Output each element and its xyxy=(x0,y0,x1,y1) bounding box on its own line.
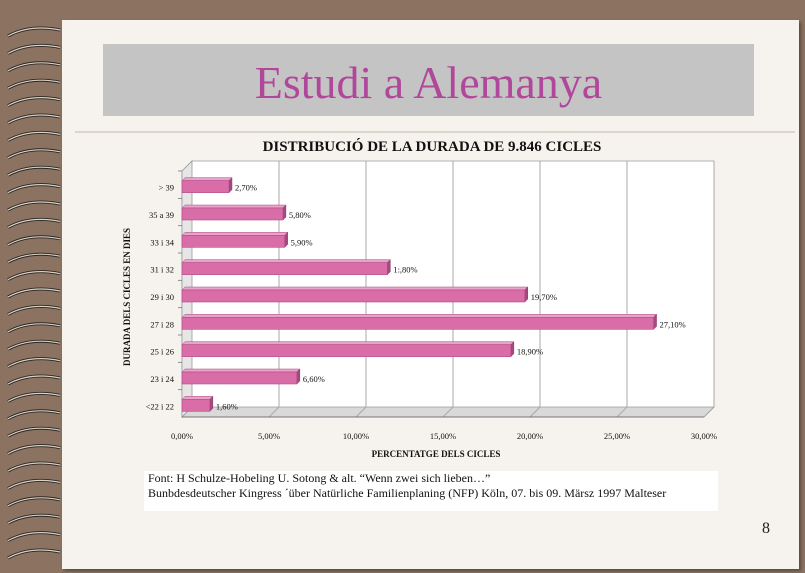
x-tick-label: 5,00% xyxy=(258,431,280,441)
y-tick-label: 25 i 26 xyxy=(150,347,174,357)
gridline-floor xyxy=(355,406,367,418)
gridline-floor xyxy=(529,406,541,418)
page-number: 8 xyxy=(762,520,770,537)
x-tick-label: 15,00% xyxy=(430,431,456,441)
x-tick-label: 25,00% xyxy=(604,431,630,441)
bar xyxy=(181,259,391,276)
bar xyxy=(181,231,289,248)
data-label: 2,70% xyxy=(235,183,257,193)
y-tick-label: 27 i 28 xyxy=(150,319,174,329)
x-tick-label: 10,00% xyxy=(343,431,369,441)
data-label: 1:,80% xyxy=(393,265,417,275)
data-label: 18,90% xyxy=(517,347,543,357)
y-tick-label: 31 i 32 xyxy=(150,265,174,275)
data-label: 5,90% xyxy=(291,237,313,247)
data-label: 27,10% xyxy=(660,319,686,329)
y-axis-label: DURADA DELS CICLES EN DIES xyxy=(122,228,132,366)
bar xyxy=(181,341,515,358)
title-band xyxy=(103,44,754,116)
x-axis-label: PERCENTATGE DELS CICLES xyxy=(372,449,501,459)
chart-title: DISTRIBUCIÓ DE LA DURADA DE 9.846 CICLES xyxy=(263,138,602,155)
gridline-floor xyxy=(616,406,628,418)
data-label: 6,60% xyxy=(303,374,325,384)
slide-title: Estudi a Alemanya xyxy=(254,57,603,108)
x-tick-label: 30,00% xyxy=(691,431,717,441)
bar xyxy=(181,286,529,303)
y-tick-label: 33 i 34 xyxy=(150,237,174,247)
bar xyxy=(181,204,287,221)
title-separator xyxy=(75,131,795,133)
source-line-2: Bunbdesdeutscher Kingress ´über Natürlic… xyxy=(148,486,667,500)
gridline-floor xyxy=(268,406,280,418)
bar xyxy=(181,368,301,385)
bar xyxy=(181,177,233,194)
x-tick-label: 0,00% xyxy=(171,431,193,441)
bar xyxy=(181,395,214,412)
data-label: 5,80% xyxy=(289,210,311,220)
source-line-1: Font: H Schulze-Hobeling U. Sotong & alt… xyxy=(148,471,491,485)
y-tick-label: 23 i 24 xyxy=(150,374,174,384)
source-note: Font: H Schulze-Hobeling U. Sotong & alt… xyxy=(144,471,718,511)
data-label: 19,70% xyxy=(531,292,557,302)
x-tick-label: 20,00% xyxy=(517,431,543,441)
y-tick-label: 29 i 30 xyxy=(150,292,174,302)
y-tick-label: 35 a 39 xyxy=(149,210,174,220)
y-tick-label: > 39 xyxy=(159,183,174,193)
gridline-floor xyxy=(442,406,454,418)
y-tick-label: <22 i 22 xyxy=(146,401,174,411)
bar xyxy=(181,313,658,330)
gridline-floor xyxy=(703,406,715,418)
data-label: 1,60% xyxy=(216,401,238,411)
